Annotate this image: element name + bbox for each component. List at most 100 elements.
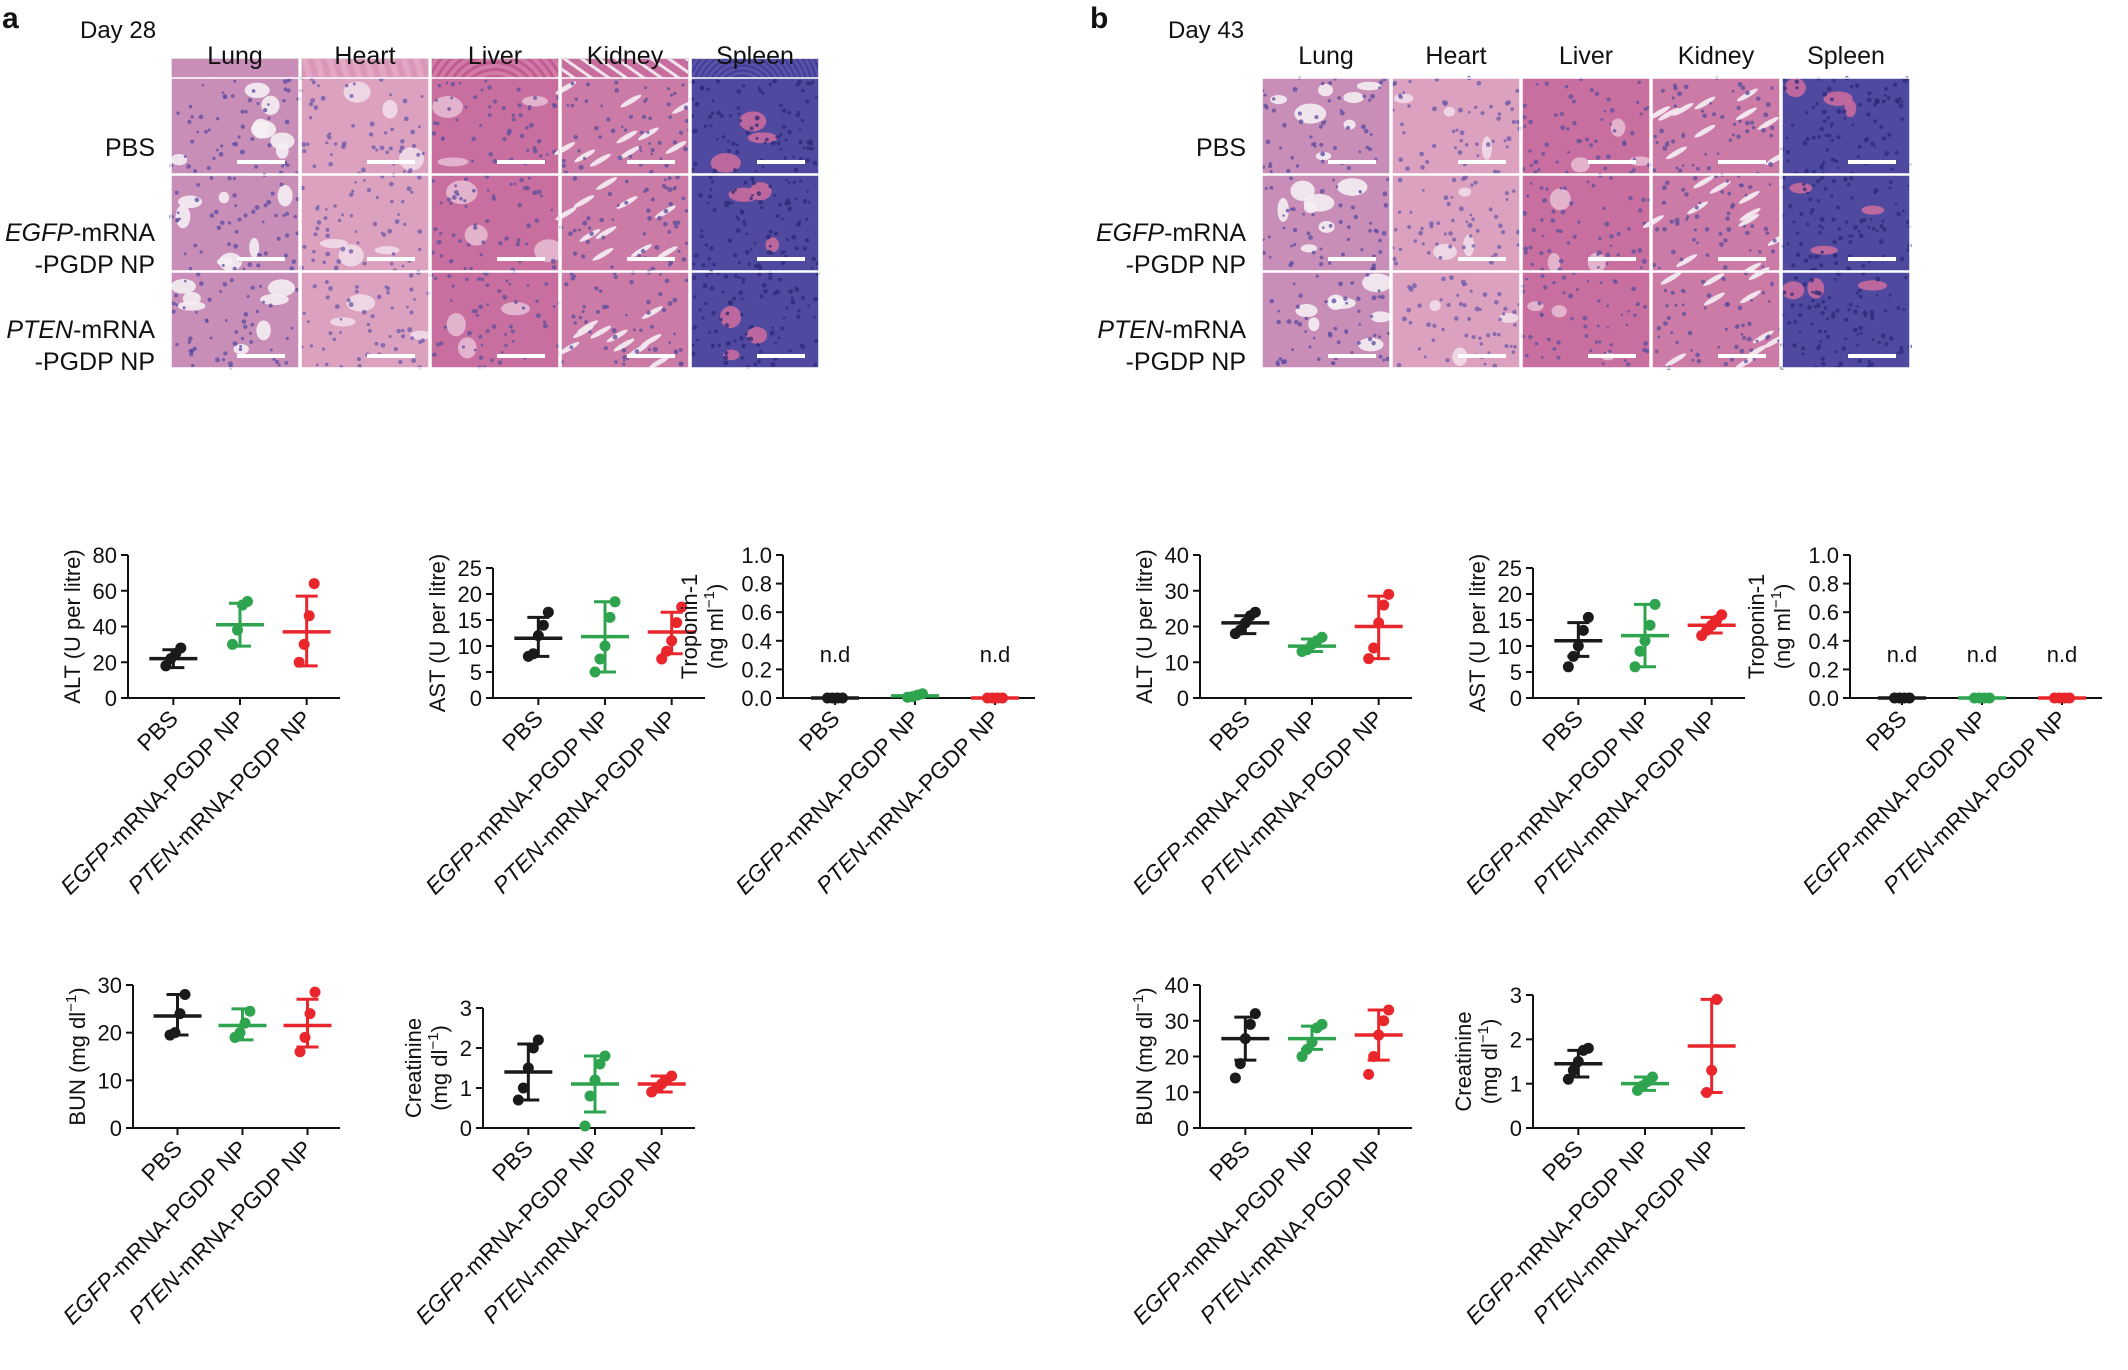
panel-b: b Day 43 Lung Heart Liver Kidney Spleen PBS EGFP… bbox=[1090, 2, 1913, 376]
data-point bbox=[604, 611, 616, 623]
histology-image bbox=[1648, 76, 1787, 177]
y-tick-label: 0.2 bbox=[741, 657, 772, 682]
y-tick-label: 0 bbox=[1510, 1116, 1522, 1141]
row-label: -PGDP NP bbox=[35, 251, 155, 279]
y-tick-label: 3 bbox=[1510, 983, 1522, 1008]
row-label: EGFP-mRNA bbox=[5, 219, 155, 247]
data-point bbox=[1316, 631, 1328, 643]
y-tick-label: 3 bbox=[460, 996, 472, 1021]
row-label: PTEN-mRNA bbox=[1097, 316, 1246, 344]
y-tick-label: 25 bbox=[1498, 556, 1522, 581]
y-axis-label: Creatinine bbox=[1451, 1011, 1476, 1111]
y-tick-label: 10 bbox=[1165, 650, 1189, 675]
y-tick-label: 10 bbox=[1498, 634, 1522, 659]
data-point bbox=[1577, 624, 1589, 636]
y-tick-label: 20 bbox=[1165, 1045, 1189, 1070]
panel-a: a Day 28 Lung Heart Liver Kidney Spleen PBS EGFP… bbox=[2, 2, 821, 376]
y-tick-label: 10 bbox=[1165, 1080, 1189, 1105]
organ-label: Kidney bbox=[587, 42, 664, 70]
nd-label: n.d bbox=[1967, 642, 1998, 667]
histology-image bbox=[169, 173, 301, 272]
histology-image bbox=[1261, 174, 1391, 272]
data-point bbox=[671, 617, 683, 629]
y-tick-label: 0 bbox=[1510, 686, 1522, 711]
histology-image bbox=[689, 77, 820, 175]
y-tick-label: 0 bbox=[460, 1116, 472, 1141]
x-group-label: PBS bbox=[1537, 1135, 1588, 1186]
y-tick-label: 20 bbox=[98, 1021, 122, 1046]
nd-label: n.d bbox=[1887, 642, 1918, 667]
row-label: PTEN-mRNA bbox=[6, 316, 155, 344]
histology-image bbox=[555, 174, 690, 272]
y-tick-label: 0.8 bbox=[741, 572, 772, 597]
data-point bbox=[294, 1046, 306, 1058]
x-group-label: PBS bbox=[1204, 705, 1255, 756]
row-label: -PGDP NP bbox=[1126, 348, 1246, 376]
y-tick-label: 0 bbox=[105, 686, 117, 711]
histology-image bbox=[1780, 174, 1912, 273]
y-tick-label: 5 bbox=[470, 660, 482, 685]
y-tick-label: 15 bbox=[458, 608, 482, 633]
y-tick-label: 30 bbox=[1165, 579, 1189, 604]
row-label: PBS bbox=[105, 134, 155, 162]
histology-image bbox=[1391, 174, 1521, 272]
histology-image bbox=[299, 173, 430, 274]
histology-image bbox=[170, 271, 300, 370]
x-group-label: PBS bbox=[1861, 705, 1912, 756]
chart-a-trop: 0.0 0.2 0.4 0.6 0.8 1.0 Troponin-1 (ng ml−1) PBS… bbox=[677, 543, 1035, 899]
organ-label: Spleen bbox=[716, 42, 794, 70]
y-tick-label: 40 bbox=[1165, 973, 1189, 998]
data-point bbox=[1368, 642, 1380, 654]
data-point bbox=[1244, 1018, 1256, 1030]
row-label: EGFP-mRNA bbox=[1096, 219, 1246, 247]
y-axis-label: Troponin-1 bbox=[677, 574, 702, 680]
y-tick-label: 0.0 bbox=[1808, 686, 1839, 711]
y-axis-unit: (ng ml−1) bbox=[1768, 584, 1795, 670]
y-tick-label: 40 bbox=[93, 615, 117, 640]
data-point bbox=[579, 1120, 591, 1132]
data-point bbox=[309, 986, 321, 998]
data-point bbox=[1567, 1064, 1579, 1076]
y-tick-label: 30 bbox=[1165, 1009, 1189, 1034]
y-axis-label: ALT (U per litre) bbox=[1132, 549, 1157, 703]
panel-letter: a bbox=[2, 2, 19, 35]
y-tick-label: 30 bbox=[98, 973, 122, 998]
x-group-label: PBS bbox=[794, 705, 845, 756]
nd-label: n.d bbox=[2047, 642, 2078, 667]
data-point bbox=[1363, 1068, 1375, 1080]
y-tick-label: 25 bbox=[458, 556, 482, 581]
y-tick-label: 1.0 bbox=[741, 543, 772, 568]
y-tick-label: 20 bbox=[1498, 582, 1522, 607]
histology-image bbox=[299, 76, 430, 176]
organ-label: Kidney bbox=[1678, 42, 1755, 70]
y-tick-label: 0.0 bbox=[741, 686, 772, 711]
data-point bbox=[656, 653, 668, 665]
y-tick-label: 1 bbox=[1510, 1072, 1522, 1097]
data-point bbox=[1229, 1072, 1241, 1084]
histology-image bbox=[1780, 76, 1912, 177]
y-tick-label: 0.8 bbox=[1808, 572, 1839, 597]
y-tick-label: 40 bbox=[1165, 543, 1189, 568]
nd-label: n.d bbox=[980, 642, 1011, 667]
histology-image bbox=[300, 270, 431, 370]
data-point bbox=[584, 1090, 596, 1102]
y-axis-label: BUN (mg dl−1) bbox=[63, 987, 90, 1125]
data-point bbox=[676, 601, 688, 613]
y-tick-label: 15 bbox=[1498, 608, 1522, 633]
y-axis-label: AST (U per litre) bbox=[425, 554, 450, 713]
organ-label: Spleen bbox=[1807, 42, 1885, 70]
y-tick-label: 5 bbox=[1510, 660, 1522, 685]
x-group-label: PBS bbox=[136, 1135, 187, 1186]
y-tick-label: 1.0 bbox=[1808, 543, 1839, 568]
y-axis-label: Troponin-1 bbox=[1744, 574, 1769, 680]
y-axis-unit: (mg dl−1) bbox=[425, 1025, 452, 1111]
y-tick-label: 10 bbox=[98, 1068, 122, 1093]
organ-label: Heart bbox=[1425, 42, 1486, 70]
